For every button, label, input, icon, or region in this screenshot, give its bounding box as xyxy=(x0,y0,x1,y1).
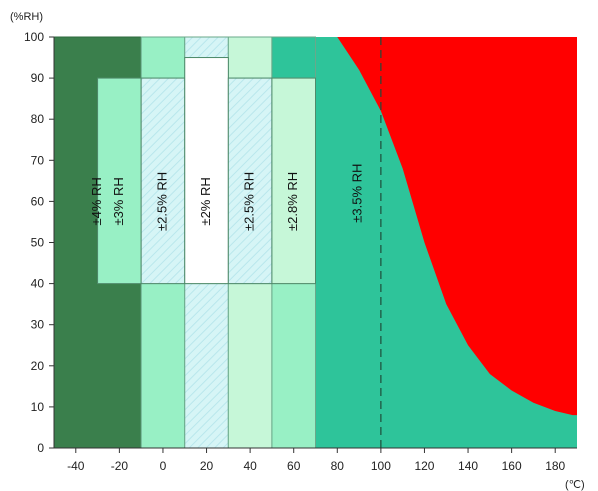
side-band-upper-2 xyxy=(227,36,273,79)
y-tick-label: 50 xyxy=(31,236,45,250)
side-band-upper-0 xyxy=(140,36,186,79)
y-tick-label: 40 xyxy=(31,277,45,291)
y-tick-label: 90 xyxy=(31,71,45,85)
x-tick-label: 40 xyxy=(243,459,257,473)
x-tick-label: 180 xyxy=(545,459,565,473)
side-band-lower-3 xyxy=(271,283,316,449)
side-band-lower-1 xyxy=(184,283,229,449)
x-tick-label: 80 xyxy=(331,459,345,473)
zone-label-2: ±2.5% RH xyxy=(154,172,169,231)
axes: 0 10 20 30 40 50 60 70 80 90 100 -40 -20 0 20 40 60 80 100… xyxy=(24,30,577,473)
y-tick-label: 10 xyxy=(31,400,45,414)
zone-4 xyxy=(227,77,273,285)
x-tick-label: -40 xyxy=(67,459,85,473)
zone-label-4: ±2.5% RH xyxy=(242,172,257,231)
zone-1 xyxy=(97,77,142,285)
x-tick-label: -20 xyxy=(111,459,129,473)
side-band-lower-2 xyxy=(227,283,273,449)
x-tick-label: 20 xyxy=(200,459,214,473)
side-band-upper-3 xyxy=(271,36,316,79)
x-axis-unit-label: (℃) xyxy=(565,479,585,491)
x-tick-label: 0 xyxy=(160,459,167,473)
zone-5 xyxy=(271,77,316,285)
x-tick-label: 160 xyxy=(502,459,522,473)
y-axis-unit-label: (%RH) xyxy=(10,11,43,23)
zone-label-6: ±3.5% RH xyxy=(350,164,365,223)
zone-label-5: ±2.8% RH xyxy=(285,172,300,231)
excluded-region xyxy=(337,37,577,416)
x-tick-label: 100 xyxy=(371,459,391,473)
zone-label-1: ±3% RH xyxy=(111,177,126,225)
y-tick-label: 20 xyxy=(31,359,45,373)
side-band-upper-1 xyxy=(184,36,229,59)
x-tick-label: 140 xyxy=(458,459,478,473)
side-band-lower-0 xyxy=(140,283,186,449)
y-tick-label: 30 xyxy=(31,318,45,332)
zone-2 xyxy=(140,77,186,285)
y-tick-label: 80 xyxy=(31,112,45,126)
y-tick-label: 60 xyxy=(31,194,45,208)
x-tick-label: 120 xyxy=(414,459,434,473)
zone-label-0: ±4% RH xyxy=(89,177,104,225)
y-tick-label: 100 xyxy=(24,30,44,44)
y-tick-label: 0 xyxy=(37,441,44,455)
plot-area: ±4% RH ±3% RH ±2.5% RH ±2% RH ±2.5% RH ±2.8% … xyxy=(53,36,577,449)
zone-label-3: ±2% RH xyxy=(198,177,213,225)
y-tick-label: 70 xyxy=(31,153,45,167)
zone-3 xyxy=(184,57,229,285)
x-tick-label: 60 xyxy=(287,459,301,473)
